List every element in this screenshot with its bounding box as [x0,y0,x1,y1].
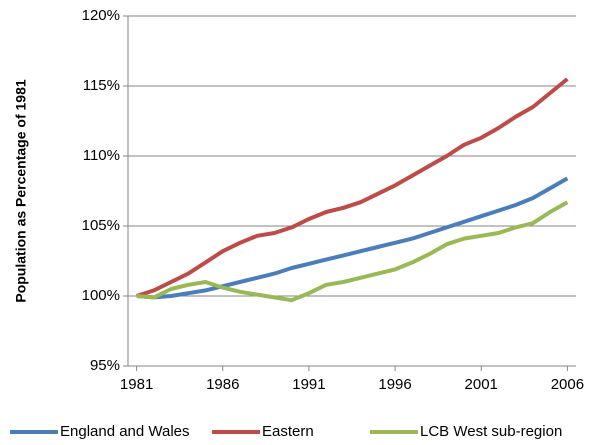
legend-label: England and Wales [60,423,190,440]
legend-label: Eastern [262,423,314,440]
y-tick-label: 110% [83,147,120,164]
line-series [135,77,569,298]
x-tick-label: 1981 [120,376,153,393]
x-tick-label: 2006 [551,376,584,393]
y-tick-label: 120% [82,7,120,24]
legend-label: LCB West sub-region [420,423,562,440]
x-tick-label: 2001 [465,376,498,393]
y-tick-label: 105% [82,217,120,234]
y-tick-label: 100% [82,287,120,304]
line-series [136,176,569,300]
x-tick-label: 1986 [206,376,239,393]
x-tick-label: 1991 [292,376,325,393]
y-tick-label: 95% [90,357,120,374]
y-axis-label: Population as Percentage of 1981 [13,79,29,303]
x-tick-label: 1996 [378,376,411,393]
y-tick-label: 115% [83,77,120,94]
line-series [136,200,569,303]
